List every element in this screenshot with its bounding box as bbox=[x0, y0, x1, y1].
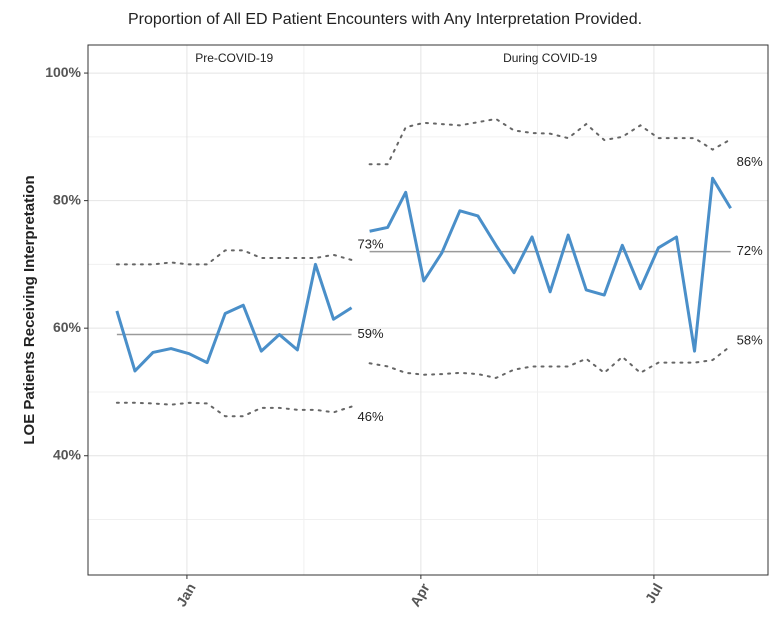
data-line bbox=[369, 176, 732, 353]
plot-frame bbox=[87, 44, 769, 576]
chart-title: Proportion of All ED Patient Encounters … bbox=[128, 11, 642, 28]
limit-label: 86% bbox=[737, 154, 763, 169]
x-tick-label: Apr bbox=[407, 580, 433, 609]
y-tick-label: 100% bbox=[45, 64, 81, 80]
data-line bbox=[115, 262, 353, 373]
y-tick-label: 80% bbox=[53, 191, 82, 207]
limit-label: 72% bbox=[737, 243, 763, 258]
limit-label: 73% bbox=[358, 237, 384, 252]
lcl-line bbox=[368, 345, 732, 379]
phase-label: Pre-COVID-19 bbox=[195, 51, 273, 65]
ucl-line bbox=[368, 117, 732, 166]
limit-label: 58% bbox=[737, 332, 763, 347]
ucl-line bbox=[115, 249, 353, 266]
y-tick-label: 60% bbox=[53, 319, 82, 335]
phase-label: During COVID-19 bbox=[503, 51, 597, 65]
limit-label: 46% bbox=[358, 409, 384, 424]
y-tick-label: 40% bbox=[53, 446, 82, 462]
lcl-line bbox=[115, 401, 353, 418]
y-axis-title: LOE Patients Receiving Interpretation bbox=[21, 175, 38, 444]
limit-label: 59% bbox=[358, 326, 384, 341]
x-tick-label: Jul bbox=[642, 580, 666, 606]
x-tick-label: Jan bbox=[173, 580, 199, 609]
